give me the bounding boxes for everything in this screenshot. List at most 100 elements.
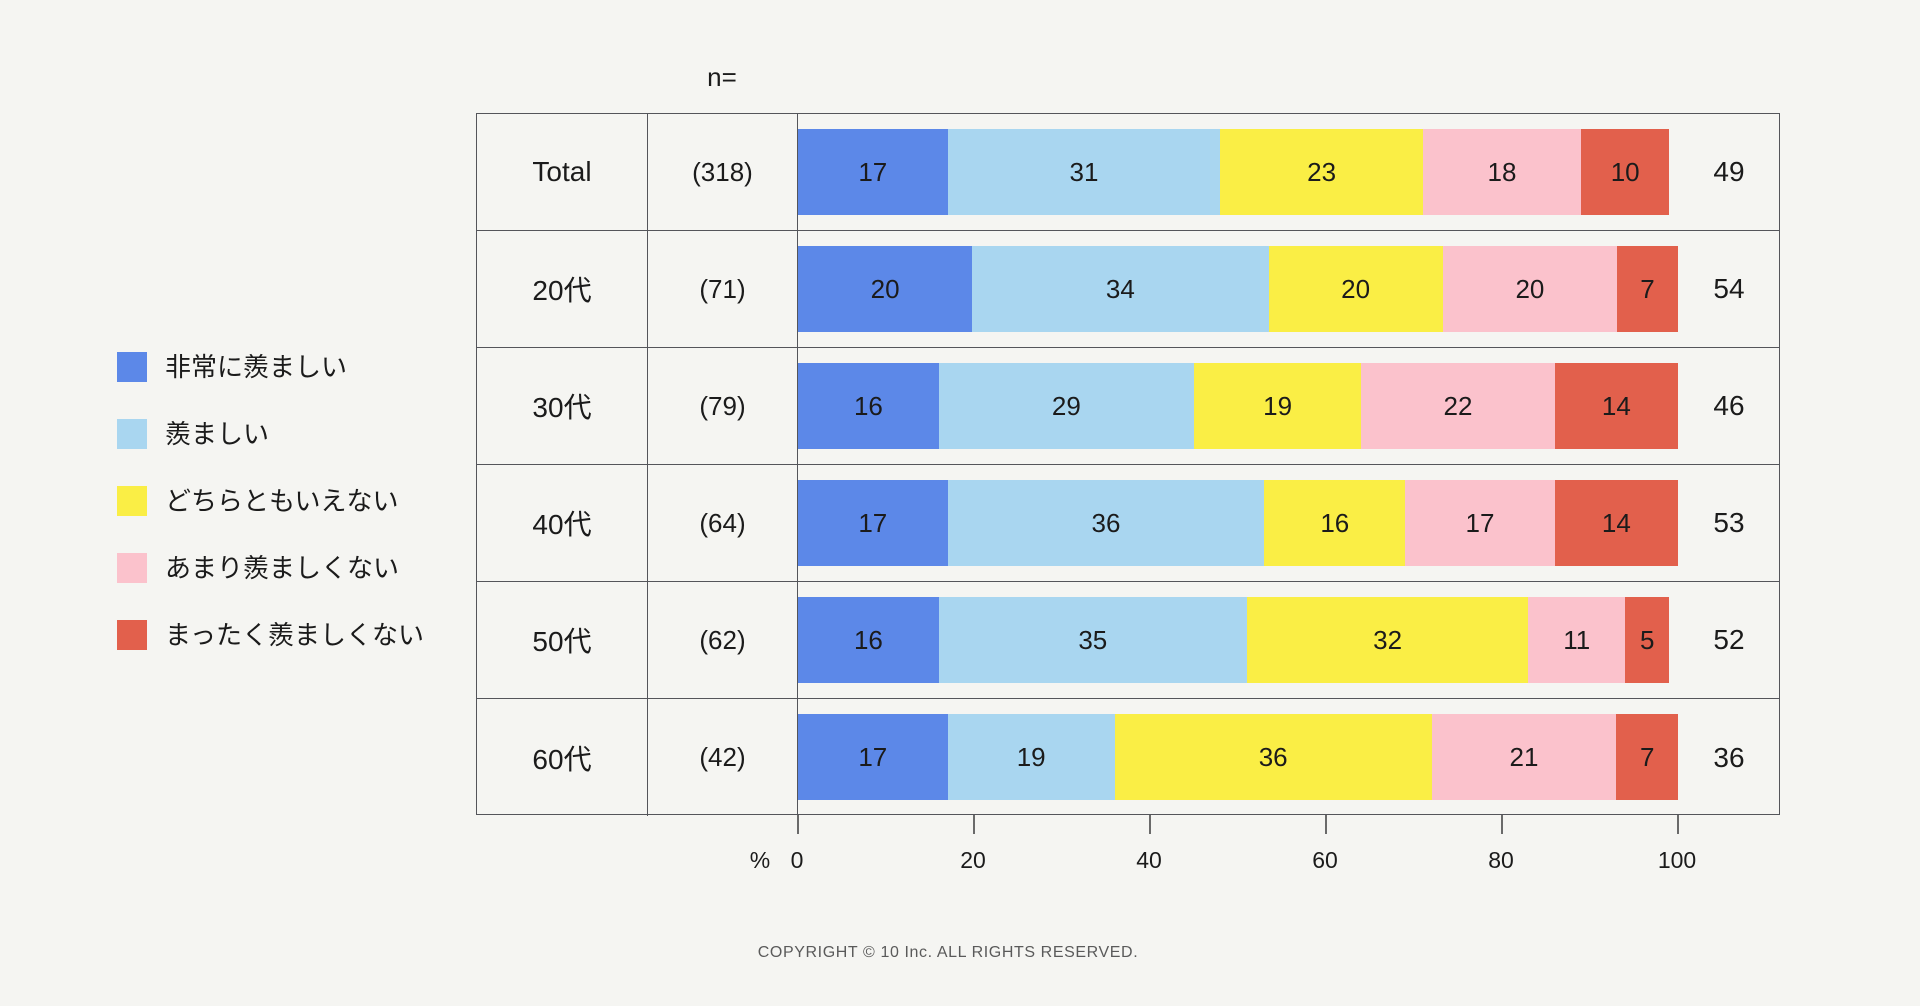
bar-segment-value: 16 bbox=[853, 624, 883, 655]
bar-segment: 31 bbox=[947, 129, 1221, 215]
row-total-value: 49 bbox=[1713, 156, 1745, 187]
bar-segment: 11 bbox=[1528, 597, 1626, 683]
bar-segment: 36 bbox=[1114, 714, 1432, 800]
x-tick-mark bbox=[1501, 815, 1503, 834]
bar-segment: 19 bbox=[1193, 363, 1362, 449]
bar-segment-value: 31 bbox=[1069, 156, 1099, 187]
stacked-bar: 20 34 20 20 7 bbox=[798, 246, 1679, 332]
stacked-bar: 16 35 32 11 5 bbox=[798, 597, 1678, 683]
bar-segment-value: 16 bbox=[1320, 507, 1350, 538]
bar-segment: 17 bbox=[798, 714, 948, 800]
stacked-bar: 17 36 16 17 14 bbox=[798, 480, 1678, 566]
x-tick-mark bbox=[797, 815, 799, 834]
row-bar-area: 16 29 19 22 14 46 bbox=[798, 348, 1779, 464]
legend-item: まったく羨ましくない bbox=[117, 620, 424, 650]
row-n-value: (318) bbox=[648, 114, 798, 230]
stacked-bar: 17 19 36 21 7 bbox=[798, 714, 1678, 800]
bar-segment-value: 7 bbox=[1639, 741, 1655, 772]
bar-segment: 22 bbox=[1361, 363, 1555, 449]
row-total-value: 46 bbox=[1713, 390, 1745, 421]
row-category-label: 50代 bbox=[477, 582, 648, 698]
row-category-label: 30代 bbox=[477, 348, 648, 464]
bar-segment-value: 19 bbox=[1016, 741, 1046, 772]
row-total-value: 36 bbox=[1713, 741, 1745, 773]
bar-segment: 20 bbox=[1442, 246, 1618, 332]
row-bar-area: 16 35 32 11 5 52 bbox=[798, 582, 1779, 698]
bar-segment: 7 bbox=[1617, 246, 1679, 332]
row-n-value: (64) bbox=[648, 465, 798, 581]
x-tick-label: 20 bbox=[960, 847, 986, 873]
x-tick-label: 40 bbox=[1136, 847, 1162, 873]
n-header-label: n= bbox=[707, 62, 737, 92]
bar-segment-value: 19 bbox=[1263, 390, 1293, 421]
bar-segment-value: 17 bbox=[1465, 507, 1495, 538]
legend-swatch-icon bbox=[117, 553, 147, 583]
x-tick-label: 0 bbox=[790, 847, 804, 873]
bar-segment: 16 bbox=[798, 363, 939, 449]
bar-segment: 21 bbox=[1431, 714, 1617, 800]
table-row: 40代 (64) 17 36 16 17 14 53 bbox=[477, 465, 1779, 582]
bar-segment-value: 35 bbox=[1078, 624, 1108, 655]
bar-segment-value: 36 bbox=[1091, 507, 1121, 538]
legend-item-label: まったく羨ましくない bbox=[165, 620, 424, 650]
bar-segment: 20 bbox=[798, 246, 973, 332]
bar-segment-value: 14 bbox=[1601, 390, 1631, 421]
table-row: 20代 (71) 20 34 20 20 7 54 bbox=[477, 231, 1779, 348]
legend-swatch-icon bbox=[117, 620, 147, 650]
bar-segment: 17 bbox=[798, 129, 948, 215]
x-tick-label: 100 bbox=[1657, 847, 1697, 873]
row-total-value: 52 bbox=[1713, 624, 1745, 655]
bar-segment-value: 21 bbox=[1509, 741, 1539, 772]
x-tick-mark bbox=[1677, 815, 1679, 834]
bar-segment: 7 bbox=[1616, 714, 1678, 800]
row-category-label: 40代 bbox=[477, 465, 648, 581]
legend-swatch-icon bbox=[117, 486, 147, 516]
row-category-label: 20代 bbox=[477, 231, 648, 347]
bar-segment-value: 17 bbox=[858, 156, 888, 187]
copyright-text: COPYRIGHT © 10 Inc. ALL RIGHTS RESERVED. bbox=[757, 944, 1139, 961]
bar-segment-value: 17 bbox=[858, 741, 888, 772]
row-bar-area: 17 31 23 18 10 49 bbox=[798, 114, 1779, 230]
bar-segment-value: 36 bbox=[1258, 741, 1288, 772]
bar-segment: 29 bbox=[938, 363, 1194, 449]
legend-item: どちらともいえない bbox=[117, 486, 424, 516]
bar-segment-value: 18 bbox=[1487, 156, 1517, 187]
row-bar-area: 17 36 16 17 14 53 bbox=[798, 465, 1779, 581]
bar-segment-value: 29 bbox=[1051, 390, 1081, 421]
row-n-value: (71) bbox=[648, 231, 798, 347]
row-category-label: Total bbox=[477, 114, 648, 230]
x-axis-unit-label: % bbox=[749, 847, 771, 873]
row-total-value: 53 bbox=[1713, 507, 1745, 538]
bar-segment-value: 20 bbox=[1341, 273, 1371, 304]
bar-segment: 35 bbox=[938, 597, 1247, 683]
bar-segment-value: 14 bbox=[1601, 507, 1631, 538]
x-tick-label: 60 bbox=[1312, 847, 1338, 873]
row-category-label: 60代 bbox=[477, 699, 648, 816]
legend-item-label: あまり羨ましくない bbox=[165, 553, 400, 583]
bar-segment: 36 bbox=[947, 480, 1265, 566]
legend-swatch-icon bbox=[117, 419, 147, 449]
row-n-value: (62) bbox=[648, 582, 798, 698]
table-row: 50代 (62) 16 35 32 11 5 52 bbox=[477, 582, 1779, 699]
bar-segment-value: 17 bbox=[858, 507, 888, 538]
bar-segment: 16 bbox=[798, 597, 939, 683]
legend-swatch-icon bbox=[117, 352, 147, 382]
bar-segment-value: 11 bbox=[1563, 624, 1591, 655]
bar-segment: 10 bbox=[1581, 129, 1670, 215]
bar-segment-value: 7 bbox=[1640, 273, 1655, 304]
bar-segment: 5 bbox=[1625, 597, 1670, 683]
legend-item: 非常に羨ましい bbox=[117, 352, 424, 382]
bar-segment-value: 20 bbox=[870, 273, 900, 304]
row-bar-area: 17 19 36 21 7 36 bbox=[798, 699, 1779, 816]
bar-segment-value: 5 bbox=[1639, 624, 1655, 655]
bar-segment-value: 10 bbox=[1610, 156, 1640, 187]
stacked-bar: 17 31 23 18 10 bbox=[798, 129, 1678, 215]
bar-segment: 17 bbox=[1405, 480, 1555, 566]
bar-segment-value: 20 bbox=[1515, 273, 1545, 304]
bar-segment: 17 bbox=[798, 480, 948, 566]
row-bar-area: 20 34 20 20 7 54 bbox=[798, 231, 1779, 347]
stacked-bar: 16 29 19 22 14 bbox=[798, 363, 1678, 449]
bar-segment-value: 16 bbox=[853, 390, 883, 421]
bar-segment-value: 32 bbox=[1373, 624, 1403, 655]
